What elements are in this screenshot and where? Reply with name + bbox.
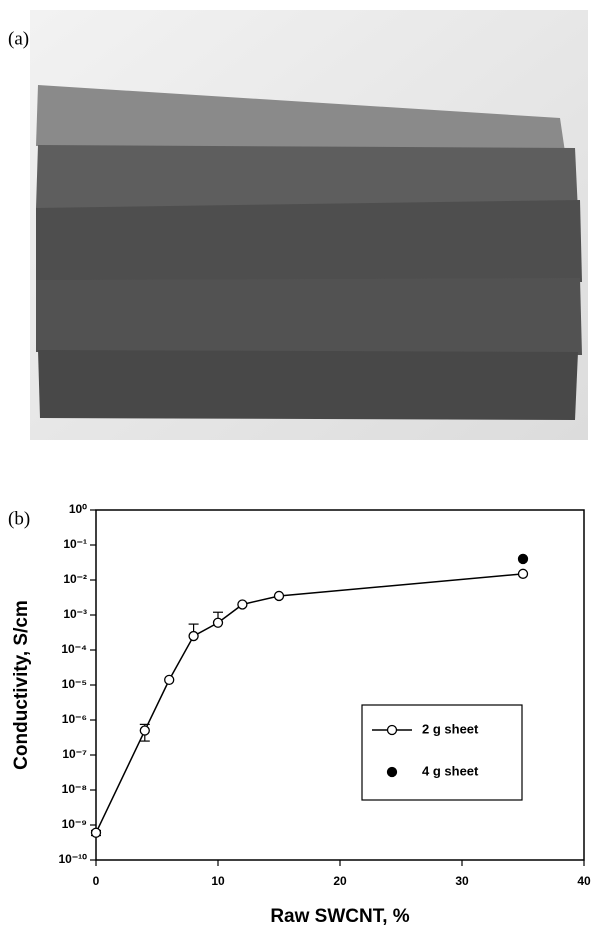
data-point <box>517 553 529 565</box>
y-tick-label: 10⁻¹⁰ <box>59 852 88 866</box>
y-tick-label: 10⁻² <box>63 572 87 586</box>
x-axis-title: Raw SWCNT, % <box>270 906 409 927</box>
y-tick-label: 10⁻⁶ <box>62 712 87 726</box>
y-tick-label: 10⁻⁵ <box>62 677 87 691</box>
y-tick-label: 10⁻⁸ <box>62 782 87 796</box>
legend-label: 2 g sheet <box>422 721 479 736</box>
y-tick-label: 10⁻⁷ <box>62 747 87 761</box>
y-tick-label: 10⁻¹ <box>63 537 87 551</box>
y-tick-label: 10⁰ <box>69 502 87 516</box>
data-point <box>237 599 248 610</box>
data-point <box>517 568 529 579</box>
x-tick-label: 20 <box>333 874 347 888</box>
legend-label: 4 g sheet <box>422 763 479 778</box>
x-tick-label: 30 <box>455 874 469 888</box>
data-point <box>164 674 175 686</box>
strip <box>36 85 565 152</box>
panel-label: (a) <box>8 28 29 49</box>
y-tick-label: 10⁻⁹ <box>62 817 87 831</box>
x-tick-label: 40 <box>577 874 591 888</box>
panel-label: (b) <box>8 508 30 529</box>
strip <box>36 200 582 282</box>
x-tick-label: 0 <box>93 874 100 888</box>
data-point <box>273 590 285 602</box>
strip <box>36 278 582 355</box>
legend-marker <box>386 724 398 736</box>
data-point <box>188 630 199 642</box>
y-axis-title: Conductivity, S/cm <box>11 600 32 770</box>
strip <box>38 350 578 420</box>
series-line <box>95 573 524 834</box>
strip <box>36 145 578 212</box>
legend-marker <box>386 766 398 778</box>
y-tick-label: 10⁻³ <box>63 607 87 621</box>
y-tick-label: 10⁻⁴ <box>61 642 87 656</box>
data-point <box>212 617 224 628</box>
legend-box <box>361 704 523 801</box>
data-point <box>139 725 150 736</box>
data-point <box>90 827 102 838</box>
photo <box>30 10 588 440</box>
x-tick-label: 10 <box>211 874 225 888</box>
